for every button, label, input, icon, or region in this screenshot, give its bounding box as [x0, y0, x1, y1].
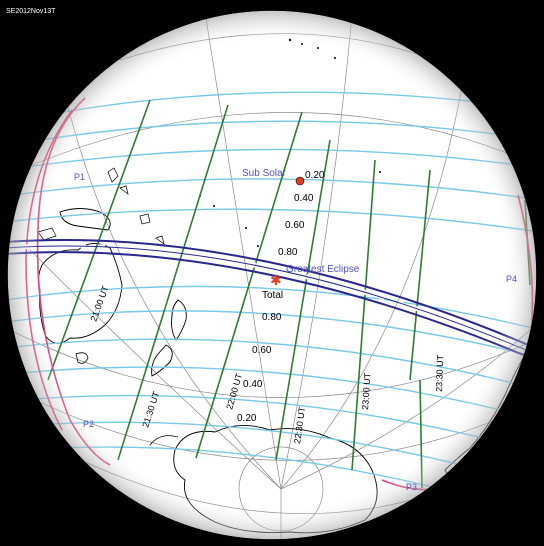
magnitude-label: 0.60: [285, 220, 305, 231]
time-label-2330: 23:30 UT: [434, 354, 445, 392]
magnitude-label: 0.60: [252, 345, 272, 356]
time-label-2300: 23:00 UT: [360, 372, 373, 410]
contact-label-p1: P1: [74, 172, 85, 182]
sub-solar-marker: [295, 176, 305, 186]
magnitude-label: 0.80: [278, 247, 298, 258]
magnitude-label: 0.40: [243, 379, 263, 390]
magnitude-label: 0.80: [262, 312, 282, 323]
contact-label-p2: P2: [83, 419, 94, 429]
sub-solar-label: Sub Solar: [242, 168, 287, 179]
header-code: SE2012Nov13T: [6, 8, 56, 15]
magnitude-label: 0.20: [305, 170, 325, 181]
greatest-eclipse-label: Greatest Eclipse: [286, 264, 360, 275]
greatest-eclipse-marker: ✱: [270, 274, 282, 289]
total-label: Total: [262, 290, 283, 301]
magnitude-label: 0.40: [294, 193, 314, 204]
contact-label-p3: P3: [406, 482, 417, 492]
contact-label-p4: P4: [506, 274, 517, 284]
magnitude-label: 0.20: [237, 413, 257, 424]
